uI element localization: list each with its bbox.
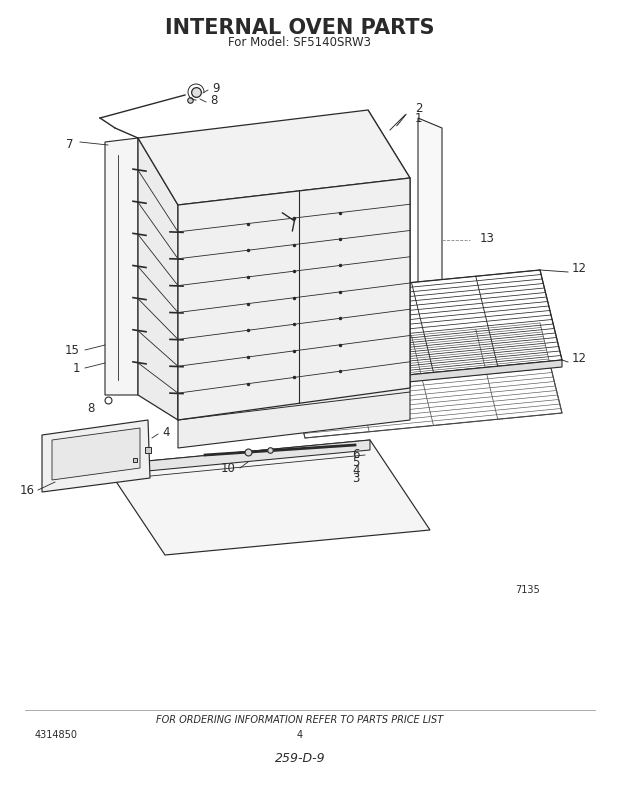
Text: 4314850: 4314850 xyxy=(35,730,78,740)
Text: 1: 1 xyxy=(415,112,422,124)
Text: 7135: 7135 xyxy=(515,585,540,595)
Text: 1: 1 xyxy=(73,362,80,374)
Text: 4: 4 xyxy=(297,730,303,740)
Text: 10: 10 xyxy=(221,461,236,475)
Text: 4: 4 xyxy=(162,425,169,439)
Text: 259-D-9: 259-D-9 xyxy=(275,751,326,765)
Text: 13: 13 xyxy=(480,232,495,244)
Text: For Model: SF5140SRW3: For Model: SF5140SRW3 xyxy=(229,36,371,50)
Text: 2: 2 xyxy=(415,101,422,115)
Text: 5: 5 xyxy=(352,457,360,469)
Polygon shape xyxy=(138,110,410,205)
Text: 16: 16 xyxy=(20,483,35,497)
Polygon shape xyxy=(105,138,138,395)
Text: 3: 3 xyxy=(352,472,360,486)
Text: 12: 12 xyxy=(572,351,587,365)
Text: 12: 12 xyxy=(572,262,587,274)
Polygon shape xyxy=(105,440,370,475)
Polygon shape xyxy=(52,428,140,480)
Polygon shape xyxy=(138,138,178,420)
Polygon shape xyxy=(42,420,150,492)
Polygon shape xyxy=(105,440,430,555)
Text: INTERNAL OVEN PARTS: INTERNAL OVEN PARTS xyxy=(166,18,435,38)
Polygon shape xyxy=(283,270,562,385)
Text: 9: 9 xyxy=(212,82,219,94)
Text: 8: 8 xyxy=(87,402,95,414)
Polygon shape xyxy=(368,110,410,388)
Polygon shape xyxy=(305,360,562,392)
Polygon shape xyxy=(283,323,562,438)
Text: 4: 4 xyxy=(352,465,360,478)
Text: 8: 8 xyxy=(210,94,218,106)
Text: 15: 15 xyxy=(65,343,80,357)
Text: 6: 6 xyxy=(352,449,360,461)
Polygon shape xyxy=(178,362,410,448)
Text: FOR ORDERING INFORMATION REFER TO PARTS PRICE LIST: FOR ORDERING INFORMATION REFER TO PARTS … xyxy=(156,715,444,725)
Polygon shape xyxy=(178,178,410,420)
Text: 7: 7 xyxy=(66,138,74,152)
Polygon shape xyxy=(418,118,442,368)
